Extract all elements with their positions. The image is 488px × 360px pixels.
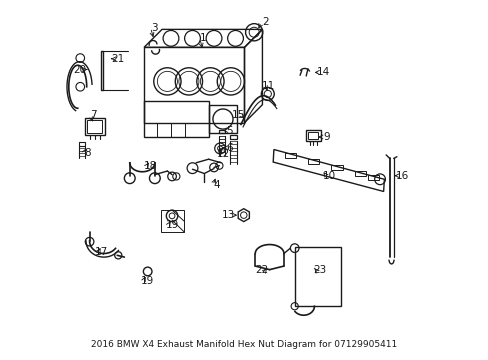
Text: 6: 6 <box>225 143 232 153</box>
Text: 21: 21 <box>111 54 124 64</box>
Bar <box>208 105 237 134</box>
Bar <box>79 141 84 146</box>
Bar <box>218 130 224 133</box>
Text: 18: 18 <box>143 161 157 171</box>
Text: 7: 7 <box>90 111 97 121</box>
Text: 13: 13 <box>221 210 235 220</box>
Bar <box>354 171 366 176</box>
Text: 3: 3 <box>150 23 157 33</box>
Text: 15: 15 <box>231 111 244 121</box>
Text: 10: 10 <box>323 171 336 181</box>
Bar <box>144 101 208 137</box>
Bar <box>87 121 102 134</box>
Bar <box>307 159 319 164</box>
Text: 23: 23 <box>312 265 326 275</box>
Text: 2016 BMW X4 Exhaust Manifold Hex Nut Diagram for 07129905411: 2016 BMW X4 Exhaust Manifold Hex Nut Dia… <box>91 340 397 349</box>
Bar <box>160 211 184 232</box>
Text: 19: 19 <box>165 220 178 230</box>
Text: 2: 2 <box>262 17 268 27</box>
Bar <box>294 247 341 306</box>
Bar <box>305 130 320 141</box>
Bar <box>330 165 342 170</box>
Bar <box>230 135 236 139</box>
Text: 16: 16 <box>395 171 408 181</box>
Text: 17: 17 <box>95 247 108 257</box>
Text: 12: 12 <box>216 149 229 159</box>
Bar <box>284 153 296 158</box>
Text: 8: 8 <box>84 148 91 158</box>
Text: 22: 22 <box>255 265 268 275</box>
Text: 20: 20 <box>74 64 87 75</box>
Text: 5: 5 <box>225 126 232 135</box>
Bar <box>367 175 379 180</box>
Text: 4: 4 <box>213 180 220 190</box>
Bar <box>308 132 318 139</box>
Text: 1: 1 <box>200 33 206 43</box>
Bar <box>85 118 104 135</box>
Bar <box>101 51 102 90</box>
Text: 11: 11 <box>262 81 275 91</box>
Text: 19: 19 <box>140 276 153 286</box>
Text: 9: 9 <box>323 132 329 142</box>
Text: 14: 14 <box>316 67 329 77</box>
